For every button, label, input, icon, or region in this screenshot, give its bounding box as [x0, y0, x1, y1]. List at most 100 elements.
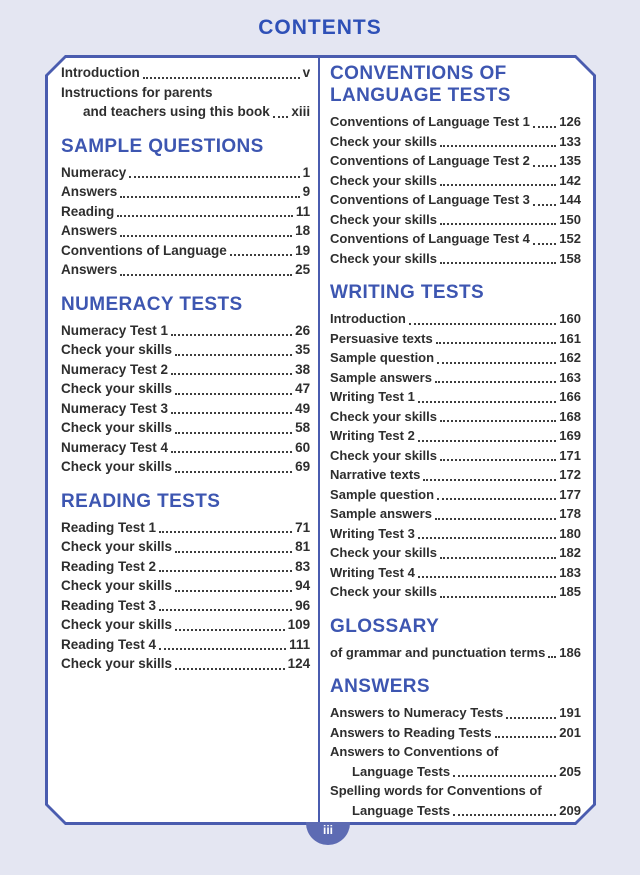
- toc-entry-label: Persuasive texts: [330, 330, 433, 346]
- toc-entry-row: Check your skills 168: [330, 407, 581, 427]
- toc-entry: Check your skills 35: [61, 340, 310, 360]
- toc-panel: Introduction v Instructions for parents and…: [45, 55, 596, 845]
- toc-entry: Narrative texts 172: [330, 465, 581, 485]
- toc-entry-label: Check your skills: [61, 578, 173, 593]
- toc-entry-row: Writing Test 4 183: [330, 563, 581, 583]
- toc-entry: Introduction v: [61, 63, 310, 83]
- toc-entry-page: 152: [559, 231, 581, 246]
- toc-entry-row: Check your skills 124: [61, 654, 310, 674]
- toc-entry-page: 171: [559, 447, 581, 463]
- leader-dots: [175, 392, 293, 395]
- toc-entry-row: Writing Test 1 166: [330, 387, 581, 407]
- toc-entry-row: Answers to Numeracy Tests 191: [330, 703, 581, 723]
- toc-entry-page: 185: [559, 584, 581, 599]
- toc-entry-row: Writing Test 2 169: [330, 426, 581, 446]
- toc-entry-label: Check your skills: [330, 250, 437, 266]
- toc-entry: Check your skills 133: [330, 132, 581, 152]
- leader-dots: [440, 184, 557, 186]
- toc-entry: Answers to Conventions of Language Tests 2…: [330, 742, 581, 781]
- toc-entry-row: Numeracy 1: [61, 163, 310, 183]
- toc-entry: Check your skills 150: [330, 210, 581, 230]
- toc-entry-row: Conventions of Language 19: [61, 241, 310, 261]
- leader-dots: [417, 400, 557, 403]
- toc-entry-label: Narrative texts: [330, 467, 421, 482]
- toc-entry: Persuasive texts 161: [330, 329, 581, 349]
- leader-dots: [175, 550, 293, 553]
- toc-entry-page: 83: [295, 558, 311, 574]
- section-heading-conventions-of-language-tests: CONVENTIONS OF LANGUAGE TESTS: [330, 63, 511, 106]
- leader-dots: [548, 656, 557, 658]
- toc-entry-row: Check your skills 158: [330, 249, 581, 269]
- leader-dots: [175, 470, 293, 473]
- toc-entry-label: Language Tests: [352, 802, 451, 818]
- leader-dots: [272, 115, 289, 118]
- toc-entry-row: Check your skills 185: [330, 582, 581, 602]
- toc-entry-row: Language Tests 209: [330, 801, 581, 821]
- toc-entry-row: Numeracy Test 2 38: [61, 360, 310, 380]
- toc-entry-row: Check your skills 69: [61, 457, 310, 477]
- toc-entry-page: 177: [559, 486, 581, 502]
- toc-entry: Answers 25: [61, 260, 310, 280]
- leader-dots: [506, 716, 557, 719]
- toc-entry: of grammar and punctuation terms 186: [330, 643, 581, 663]
- leader-dots: [120, 234, 293, 237]
- toc-entry: Sample answers 163: [330, 368, 581, 388]
- toc-entry-row: Check your skills 182: [330, 543, 581, 563]
- toc-entry-row: Check your skills 109: [61, 615, 310, 635]
- toc-entry-row: Answers 9: [61, 182, 310, 202]
- leader-dots: [171, 451, 293, 453]
- toc-entry-row: and teachers using this book xiii: [61, 102, 310, 122]
- toc-entry-label: Writing Test 2: [330, 428, 415, 443]
- toc-entry-page: 142: [559, 172, 581, 188]
- toc-entry-label: Reading Test 1: [61, 519, 157, 535]
- leader-dots: [175, 628, 285, 631]
- toc-entry-label: Check your skills: [61, 539, 173, 554]
- toc-entry-page: 19: [295, 242, 311, 258]
- toc-entry-label: Check your skills: [330, 545, 437, 560]
- toc-entry-page: 158: [559, 250, 581, 266]
- toc-entry-label: Check your skills: [61, 381, 173, 396]
- section-writing-tests: WRITING TESTS Introduction 160 Persuasive t…: [330, 282, 581, 602]
- toc-right-column: CONVENTIONS OF LANGUAGE TESTS Conventions…: [320, 58, 593, 822]
- toc-entry-page: 201: [559, 724, 581, 740]
- toc-entry-row: Check your skills 94: [61, 576, 310, 596]
- toc-entry: Conventions of Language Test 2 135: [330, 151, 581, 171]
- section-front-matter: Introduction v Instructions for parents and…: [61, 63, 310, 122]
- toc-entry-page: 18: [295, 223, 311, 238]
- toc-entry: Reading Test 1 71: [61, 518, 310, 538]
- toc-entry-row: of grammar and punctuation terms 186: [330, 643, 581, 663]
- toc-entry-row: Numeracy Test 1 26: [61, 321, 310, 341]
- page-title: CONTENTS: [258, 16, 382, 39]
- toc-entry: Sample question 177: [330, 485, 581, 505]
- toc-entry-row: Sample question 177: [330, 485, 581, 505]
- toc-entry-page: 144: [559, 192, 581, 207]
- toc-entry-row: Reading 11: [61, 202, 310, 222]
- toc-entry: Answers to Numeracy Tests 191: [330, 703, 581, 723]
- section-glossary: GLOSSARY of grammar and punctuation terms…: [330, 616, 581, 663]
- toc-entry: Check your skills 109: [61, 615, 310, 635]
- toc-entry-page: 11: [295, 203, 311, 219]
- toc-entry-label: Sample question: [330, 350, 435, 365]
- toc-entry-row: Check your skills 58: [61, 418, 310, 438]
- toc-entry: Writing Test 3 180: [330, 524, 581, 544]
- toc-entry-row: Conventions of Language Test 3 144: [330, 190, 581, 210]
- toc-entry-row: Sample question 162: [330, 348, 581, 368]
- toc-entry: Answers 9: [61, 182, 310, 202]
- toc-entry-label: Check your skills: [330, 447, 437, 463]
- toc-entry-label: Language Tests: [352, 763, 451, 779]
- toc-entry-label: Check your skills: [61, 656, 173, 671]
- toc-entry-label: Introduction: [61, 65, 140, 80]
- toc-entry-label: Sample question: [330, 486, 435, 502]
- leader-dots: [532, 164, 557, 167]
- toc-entry-row: Conventions of Language Test 4 152: [330, 229, 581, 249]
- toc-entry-page: 69: [295, 459, 311, 474]
- section-heading-reading-tests: READING TESTS: [61, 490, 221, 512]
- section-sample-questions: SAMPLE QUESTIONS Numeracy 1 Answers 9 Reading…: [61, 136, 310, 280]
- toc-entry: Check your skills 47: [61, 379, 310, 399]
- toc-entry-row: Persuasive texts 161: [330, 329, 581, 349]
- toc-entry-row: Answers 18: [61, 221, 310, 241]
- toc-entry: Check your skills 185: [330, 582, 581, 602]
- toc-entry: Conventions of Language Test 1 126: [330, 112, 581, 132]
- toc-entry: Check your skills 168: [330, 407, 581, 427]
- toc-entry-label: Sample answers: [330, 369, 432, 385]
